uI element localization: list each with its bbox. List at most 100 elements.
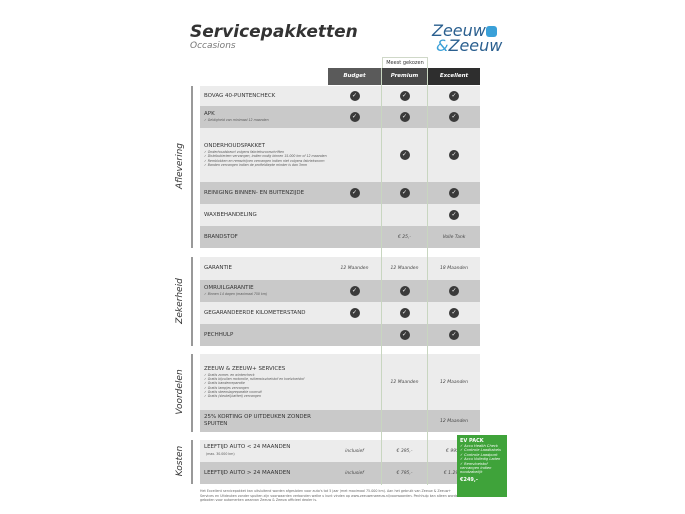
value-cell-excellent: ✓ [428,106,480,128]
check-mark-icon: ✓ [460,444,465,448]
table-row: GARANTIE 12 Maanden 12 Maanden 18 Maanden [200,257,480,280]
ev-pack-title: EV PACK [460,438,484,444]
table-row: ZEEUW & ZEEUW+ SERVICES ✓ Gratis zomer- e… [200,354,480,410]
row-subitem: ✓ Remblokken en remschijven vervangen in… [204,159,328,163]
row-label-cell: BRANDSTOF [200,234,328,241]
row-subitem: ✓ Onderhoudsbeurt volgens fabrieksvoorsc… [204,150,328,154]
row-label-cell: LEEFTIJD AUTO < 24 MAANDEN (max. 30.000 k… [200,444,328,458]
table-row: BOVAG 40-PUNTENCHECK ✓ ✓ ✓ [200,86,480,106]
row-label: ONDERHOUDSPAKKET [204,143,265,150]
ev-pack-item-text: Accu Volledig Laden [464,457,501,462]
row-subitem-text: Gratis steenslagreparatie voorruit [207,389,262,394]
row-subitem: ✓ Banden vervangen indien de profieldiep… [204,163,328,167]
checkmark-circle-icon: ✓ [449,308,459,318]
section-divider [191,257,193,346]
row-label: OMRUILGARANTIE [204,285,254,292]
ev-pack-box: EV PACK ✓ Accu Health Check ✓ Controle La… [457,435,507,497]
value-cell-excellent: ✓ [428,204,480,226]
row-subitem-text: Gratis zomer- en wintercheck [207,372,255,377]
row-subitem: ✓ Gratis steenslagreparatie voorruit [204,390,328,394]
check-mark-icon: ✓ [204,118,208,123]
ev-pack-item-text: Controle Laadkabels [464,448,501,453]
section-divider [191,440,193,484]
logo-amp: & [436,36,449,55]
check-mark-icon: ✓ [204,158,208,163]
row-label: GEGARANDEERDE KILOMETERSTAND [204,309,306,316]
value-cell-premium: € 795,- [381,462,428,484]
checkmark-circle-icon: ✓ [449,188,459,198]
row-subitem-text: Geldigheid van minimaal 12 maanden [207,118,269,123]
check-mark-icon: ✓ [204,154,208,159]
checkmark-circle-icon: ✓ [449,112,459,122]
cell-value: 12 Maanden [440,379,468,385]
logo-text-2: Zeeuw [448,36,503,55]
checkmark-circle-icon: ✓ [399,330,410,340]
checkmark-circle-icon: ✓ [399,91,410,101]
row-subitem-text: Onderhoudsbeurt volgens fabrieksvoorschr… [207,150,285,155]
value-cell-excellent: ✓ [428,280,480,302]
value-cell-premium [381,410,428,432]
value-cell-budget [328,226,381,248]
cell-value: 12 Maanden [440,418,468,424]
check-mark-icon: ✓ [204,150,208,155]
row-label-cell: BOVAG 40-PUNTENCHECK [200,93,328,100]
checkmark-circle-icon: ✓ [399,286,410,296]
table-row: BRANDSTOF € 25,- Volle Tank [200,226,480,248]
row-subitem-text: Distributieriem vervangen, indien nodig … [207,154,327,159]
value-cell-excellent: 18 Maanden [428,257,480,280]
check-mark-icon: ✓ [204,372,208,377]
checkmark-circle-icon: ✓ [449,210,459,220]
cell-value: € 1.295,- [443,470,465,476]
checkmark-circle-icon: ✓ [449,330,459,340]
table-row: OMRUILGARANTIE ✓ Binnen 14 dagen (maximaa… [200,280,480,302]
checkmark-circle-icon: ✓ [399,188,410,198]
checkmark-circle-icon: ✓ [449,91,459,101]
value-cell-premium: 12 Maanden [381,257,428,280]
check-mark-icon: ✓ [204,162,208,167]
check-mark-icon: ✓ [204,389,208,394]
row-label: BRANDSTOF [204,233,238,240]
row-subitem-text: Gratis (sleutel)batterij vervangen [207,393,261,398]
check-mark-icon: ✓ [204,381,208,386]
column-header-premium: Premium [381,68,428,85]
row-subitem: ✓ Geldigheid van minimaal 12 maanden [204,118,328,122]
row-subitem: ✓ Binnen 14 dagen (maximaal 750 km) [204,292,328,296]
value-cell-budget: ✓ [328,182,381,204]
row-subitem: ✓ Gratis bijvullen motorolie, ruitenwisv… [204,377,328,381]
table-row: ONDERHOUDSPAKKET ✓ Onderhoudsbeurt volgen… [200,128,480,182]
ev-pack-item-text: Remvloeistof vervangen indien noodzakeli… [460,461,492,475]
row-label: BOVAG 40-PUNTENCHECK [204,92,276,99]
value-cell-premium: ✓ [381,86,428,106]
checkmark-circle-icon: ✓ [399,150,410,160]
row-label-cell: LEEFTIJD AUTO > 24 MAANDEN [200,470,328,477]
cell-value: Volle Tank [442,234,466,240]
row-subitem-text: Binnen 14 dagen (maximaal 750 km) [207,292,268,297]
row-label-cell: APK ✓ Geldigheid van minimaal 12 maanden [200,111,328,122]
row-label-cell: GEGARANDEERDE KILOMETERSTAND [200,310,328,317]
value-cell-budget [328,354,381,410]
row-label-cell: 25% KORTING OP UITDEUKEN ZONDER SPUITEN [200,414,328,428]
ev-pack-item-text: Controle Laadpunt [464,452,498,457]
row-label: WAXBEHANDELING [204,211,257,218]
checkmark-circle-icon: ✓ [349,91,360,101]
checkmark-circle-icon: ✓ [449,150,459,160]
value-cell-budget [328,324,381,346]
row-label: 25% KORTING OP UITDEUKEN ZONDER SPUITEN [204,414,311,427]
row-subitem-text: Gratis bandenreparatie [207,381,245,386]
ev-pack-price: €249,- [460,476,478,483]
column-header-excellent: Excellent [428,68,480,85]
logo-mark-icon [485,26,497,37]
check-mark-icon: ✓ [460,457,465,462]
table-row: PECHHULP ✓ ✓ [200,324,480,346]
value-cell-budget: ✓ [328,280,381,302]
value-cell-excellent: 12 Maanden [428,354,480,410]
checkmark-circle-icon: ✓ [349,112,360,122]
value-cell-budget [328,204,381,226]
value-cell-premium: ✓ [381,106,428,128]
cell-value: € 795,- [396,470,413,476]
row-label-cell: REINIGING BINNEN- EN BUITENZIJDE [200,190,328,197]
value-cell-premium [381,204,428,226]
check-mark-icon: ✓ [460,452,465,457]
row-subitem-text: Remblokken en remschijven vervangen indi… [207,158,325,163]
value-cell-premium: 12 Maanden [381,354,428,410]
